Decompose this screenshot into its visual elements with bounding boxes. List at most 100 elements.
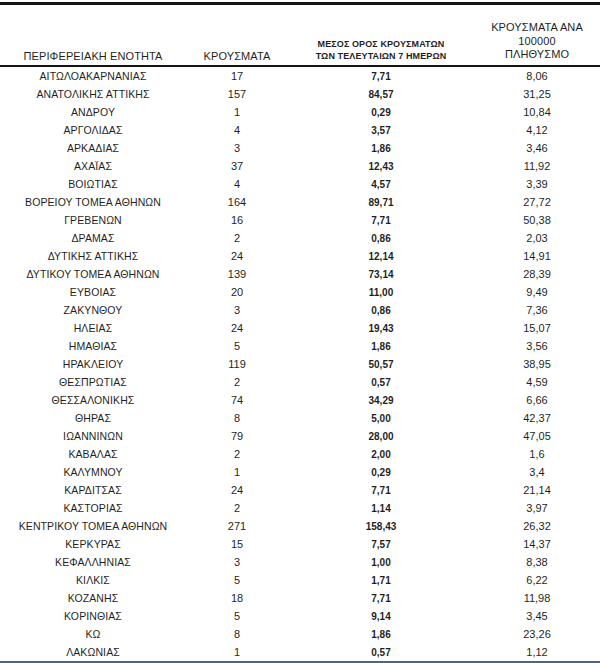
- avg7-cell: 3,57: [288, 125, 474, 136]
- avg7-cell: 89,71: [288, 197, 474, 208]
- table-row: ΑΡΚΑΔΙΑΣ 3 1,86 3,46: [0, 139, 600, 157]
- per100k-cell: 38,95: [474, 358, 600, 370]
- cases-cell: 119: [186, 358, 288, 370]
- cases-cell: 24: [186, 484, 288, 496]
- region-cell: ΘΕΣΣΑΛΟΝΙΚΗΣ: [0, 394, 186, 406]
- region-cell: ΘΕΣΠΡΩΤΙΑΣ: [0, 376, 186, 388]
- table-row: ΑΡΓΟΛΙΔΑΣ 4 3,57 4,12: [0, 121, 600, 139]
- cases-cell: 20: [186, 286, 288, 298]
- avg7-cell: 0,29: [288, 107, 474, 118]
- region-cell: ΘΗΡΑΣ: [0, 412, 186, 424]
- region-cell: ΑΝΔΡΟΥ: [0, 106, 186, 118]
- avg7-cell: 7,71: [288, 593, 474, 604]
- table-row: ΖΑΚΥΝΘΟΥ 3 0,86 7,36: [0, 301, 600, 319]
- cases-cell: 5: [186, 610, 288, 622]
- avg7-cell: 12,14: [288, 251, 474, 262]
- table-row: ΔΥΤΙΚΗΣ ΑΤΤΙΚΗΣ 24 12,14 14,91: [0, 247, 600, 265]
- avg7-cell: 7,71: [288, 215, 474, 226]
- column-header-cases: ΚΡΟΥΣΜΑΤΑ: [186, 50, 288, 62]
- region-cell: ΔΥΤΙΚΟΥ ΤΟΜΕΑ ΑΘΗΝΩΝ: [0, 268, 186, 280]
- column-header-region-label: ΠΕΡΙΦΕΡΕΙΑΚΗ ΕΝΟΤΗΤΑ: [24, 50, 163, 62]
- column-header-region: ΠΕΡΙΦΕΡΕΙΑΚΗ ΕΝΟΤΗΤΑ: [0, 50, 186, 62]
- avg7-cell: 12,43: [288, 161, 474, 172]
- avg7-cell: 34,29: [288, 395, 474, 406]
- region-cell: ΒΟΡΕΙΟΥ ΤΟΜΕΑ ΑΘΗΝΩΝ: [0, 196, 186, 208]
- region-cell: ΚΕΝΤΡΙΚΟΥ ΤΟΜΕΑ ΑΘΗΝΩΝ: [0, 520, 186, 532]
- per100k-cell: 21,14: [474, 484, 600, 496]
- per100k-cell: 14,91: [474, 250, 600, 262]
- table-header-row: ΠΕΡΙΦΕΡΕΙΑΚΗ ΕΝΟΤΗΤΑ ΚΡΟΥΣΜΑΤΑ ΜΕΣΟΣ ΟΡΟ…: [0, 5, 600, 67]
- table-row: ΘΕΣΠΡΩΤΙΑΣ 2 0,57 4,59: [0, 373, 600, 391]
- per100k-cell: 14,37: [474, 538, 600, 550]
- region-cell: ΚΕΦΑΛΛΗΝΙΑΣ: [0, 556, 186, 568]
- region-cell: ΑΧΑΪΑΣ: [0, 160, 186, 172]
- cases-cell: 1: [186, 466, 288, 478]
- per100k-cell: 6,66: [474, 394, 600, 406]
- cases-cell: 164: [186, 196, 288, 208]
- cases-cell: 2: [186, 232, 288, 244]
- region-cell: ΑΝΑΤΟΛΙΚΗΣ ΑΤΤΙΚΗΣ: [0, 88, 186, 100]
- table-row: ΚΑΣΤΟΡΙΑΣ 2 1,14 3,97: [0, 499, 600, 517]
- region-cell: ΚΙΛΚΙΣ: [0, 574, 186, 586]
- per100k-cell: 27,72: [474, 196, 600, 208]
- cases-cell: 4: [186, 124, 288, 136]
- table-row: ΚΑΛΥΜΝΟΥ 1 0,29 3,4: [0, 463, 600, 481]
- avg7-cell: 0,86: [288, 305, 474, 316]
- table-row: ΚΟΡΙΝΘΙΑΣ 5 9,14 3,45: [0, 607, 600, 625]
- cases-cell: 271: [186, 520, 288, 532]
- column-header-avg7-line1: ΜΕΣΟΣ ΟΡΟΣ ΚΡΟΥΣΜΑΤΩΝ: [288, 38, 474, 50]
- region-cell: ΗΛΕΙΑΣ: [0, 322, 186, 334]
- region-cell: ΑΙΤΩΛΟΑΚΑΡΝΑΝΙΑΣ: [0, 70, 186, 82]
- per100k-cell: 3,97: [474, 502, 600, 514]
- cases-cell: 2: [186, 502, 288, 514]
- cases-cell: 157: [186, 88, 288, 100]
- cases-cell: 4: [186, 178, 288, 190]
- region-cell: ΕΥΒΟΙΑΣ: [0, 286, 186, 298]
- region-cell: ΛΑΚΩΝΙΑΣ: [0, 646, 186, 658]
- avg7-cell: 19,43: [288, 323, 474, 334]
- table-row: ΗΛΕΙΑΣ 24 19,43 15,07: [0, 319, 600, 337]
- table-row: ΘΗΡΑΣ 8 5,00 42,37: [0, 409, 600, 427]
- cases-cell: 5: [186, 340, 288, 352]
- table-row: ΛΑΚΩΝΙΑΣ 1 0,57 1,12: [0, 643, 600, 661]
- table-row: ΚΕΡΚΥΡΑΣ 15 7,57 14,37: [0, 535, 600, 553]
- region-cell: ΓΡΕΒΕΝΩΝ: [0, 214, 186, 226]
- region-cell: ΚΑΡΔΙΤΣΑΣ: [0, 484, 186, 496]
- per100k-cell: 15,07: [474, 322, 600, 334]
- table-row: ΔΡΑΜΑΣ 2 0,86 2,03: [0, 229, 600, 247]
- region-cell: ΚΑΒΑΛΑΣ: [0, 448, 186, 460]
- table-row: ΗΡΑΚΛΕΙΟΥ 119 50,57 38,95: [0, 355, 600, 373]
- avg7-cell: 1,14: [288, 503, 474, 514]
- per100k-cell: 6,22: [474, 574, 600, 586]
- per100k-cell: 11,98: [474, 592, 600, 604]
- region-cell: ΒΟΙΩΤΙΑΣ: [0, 178, 186, 190]
- cases-cell: 3: [186, 304, 288, 316]
- column-header-per100k-line2: ΠΛΗΘΥΣΜΟ: [474, 48, 600, 62]
- avg7-cell: 4,57: [288, 179, 474, 190]
- cases-cell: 16: [186, 214, 288, 226]
- avg7-cell: 1,86: [288, 629, 474, 640]
- region-cell: ΗΡΑΚΛΕΙΟΥ: [0, 358, 186, 370]
- per100k-cell: 3,45: [474, 610, 600, 622]
- region-cell: ΖΑΚΥΝΘΟΥ: [0, 304, 186, 316]
- per100k-cell: 8,38: [474, 556, 600, 568]
- per100k-cell: 1,12: [474, 646, 600, 658]
- per100k-cell: 10,84: [474, 106, 600, 118]
- table-row: ΔΥΤΙΚΟΥ ΤΟΜΕΑ ΑΘΗΝΩΝ 139 73,14 28,39: [0, 265, 600, 283]
- avg7-cell: 0,57: [288, 647, 474, 658]
- per100k-cell: 26,32: [474, 520, 600, 532]
- avg7-cell: 9,14: [288, 611, 474, 622]
- per100k-cell: 1,6: [474, 448, 600, 460]
- region-cell: ΚΟΖΑΝΗΣ: [0, 592, 186, 604]
- cases-cell: 3: [186, 142, 288, 154]
- per100k-cell: 4,59: [474, 376, 600, 388]
- avg7-cell: 84,57: [288, 89, 474, 100]
- region-cell: ΑΡΚΑΔΙΑΣ: [0, 142, 186, 154]
- table-row: ΚΕΝΤΡΙΚΟΥ ΤΟΜΕΑ ΑΘΗΝΩΝ 271 158,43 26,32: [0, 517, 600, 535]
- cases-cell: 37: [186, 160, 288, 172]
- regional-cases-table: ΠΕΡΙΦΕΡΕΙΑΚΗ ΕΝΟΤΗΤΑ ΚΡΟΥΣΜΑΤΑ ΜΕΣΟΣ ΟΡΟ…: [0, 2, 600, 663]
- table-body: ΑΙΤΩΛΟΑΚΑΡΝΑΝΙΑΣ 17 7,71 8,06 ΑΝΑΤΟΛΙΚΗΣ…: [0, 67, 600, 661]
- per100k-cell: 3,46: [474, 142, 600, 154]
- avg7-cell: 0,57: [288, 377, 474, 388]
- cases-cell: 24: [186, 250, 288, 262]
